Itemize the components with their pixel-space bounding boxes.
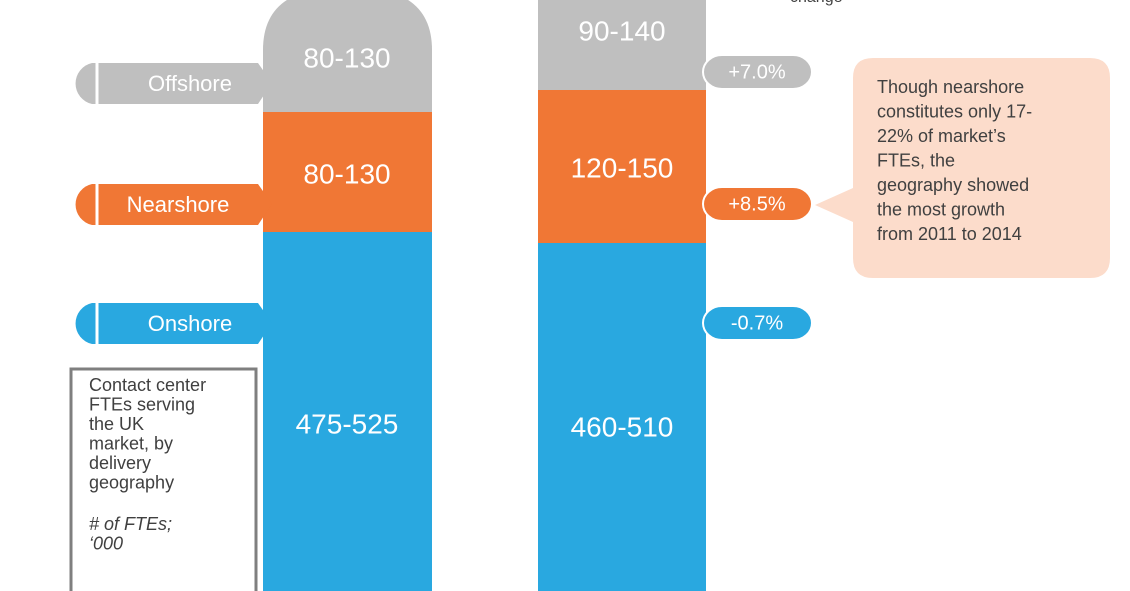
description-line: geography: [89, 473, 174, 493]
callout-box: [815, 58, 1110, 278]
change-pill: +8.5%: [702, 186, 813, 222]
description-line: FTEs serving: [89, 395, 195, 415]
description-line: the UK: [89, 414, 144, 434]
description-line: market, by: [89, 434, 173, 454]
callout-line: geography showed: [877, 175, 1029, 195]
segment-label: 80-130: [303, 42, 390, 73]
callout-line: 22% of market’s: [877, 126, 1006, 146]
segment-label: 80-130: [303, 158, 390, 189]
change-label: +7.0%: [728, 61, 785, 83]
change-label: -0.7%: [731, 312, 783, 334]
callout-line: constitutes only 17-: [877, 102, 1032, 122]
segment-label: 460-510: [571, 411, 674, 442]
bar-segment: [538, 243, 706, 591]
geography-label: Offshore: [148, 71, 232, 96]
header-note: change: [790, 0, 843, 6]
geography-tag: Onshore: [75, 303, 272, 344]
callout-line: the most growth: [877, 200, 1005, 220]
geography-label: Nearshore: [127, 192, 230, 217]
description-box: [69, 367, 258, 591]
description-line: delivery: [89, 453, 151, 473]
change-pill: -0.7%: [702, 305, 813, 341]
callout-line: from 2011 to 2014: [877, 224, 1022, 244]
geography-label: Onshore: [148, 311, 232, 336]
segment-label: 475-525: [296, 408, 399, 439]
description-line: Contact center: [89, 375, 206, 395]
geography-tag: Nearshore: [75, 184, 272, 225]
unit-line: ‘000: [89, 534, 123, 554]
unit-line: # of FTEs;: [89, 514, 172, 534]
bar-segment: [263, 0, 432, 112]
bar-segment: [538, 0, 706, 90]
callout-line: FTEs, the: [877, 151, 955, 171]
change-pill: +7.0%: [702, 54, 813, 90]
segment-label: 120-150: [571, 152, 674, 183]
segment-label: 90-140: [578, 15, 665, 46]
change-label: +8.5%: [728, 193, 785, 215]
geography-tag: Offshore: [75, 63, 272, 104]
callout-line: Though nearshore: [877, 77, 1024, 97]
bar-segment: [263, 232, 432, 591]
bar-segment: [263, 112, 432, 232]
bar-segment: [538, 90, 706, 243]
